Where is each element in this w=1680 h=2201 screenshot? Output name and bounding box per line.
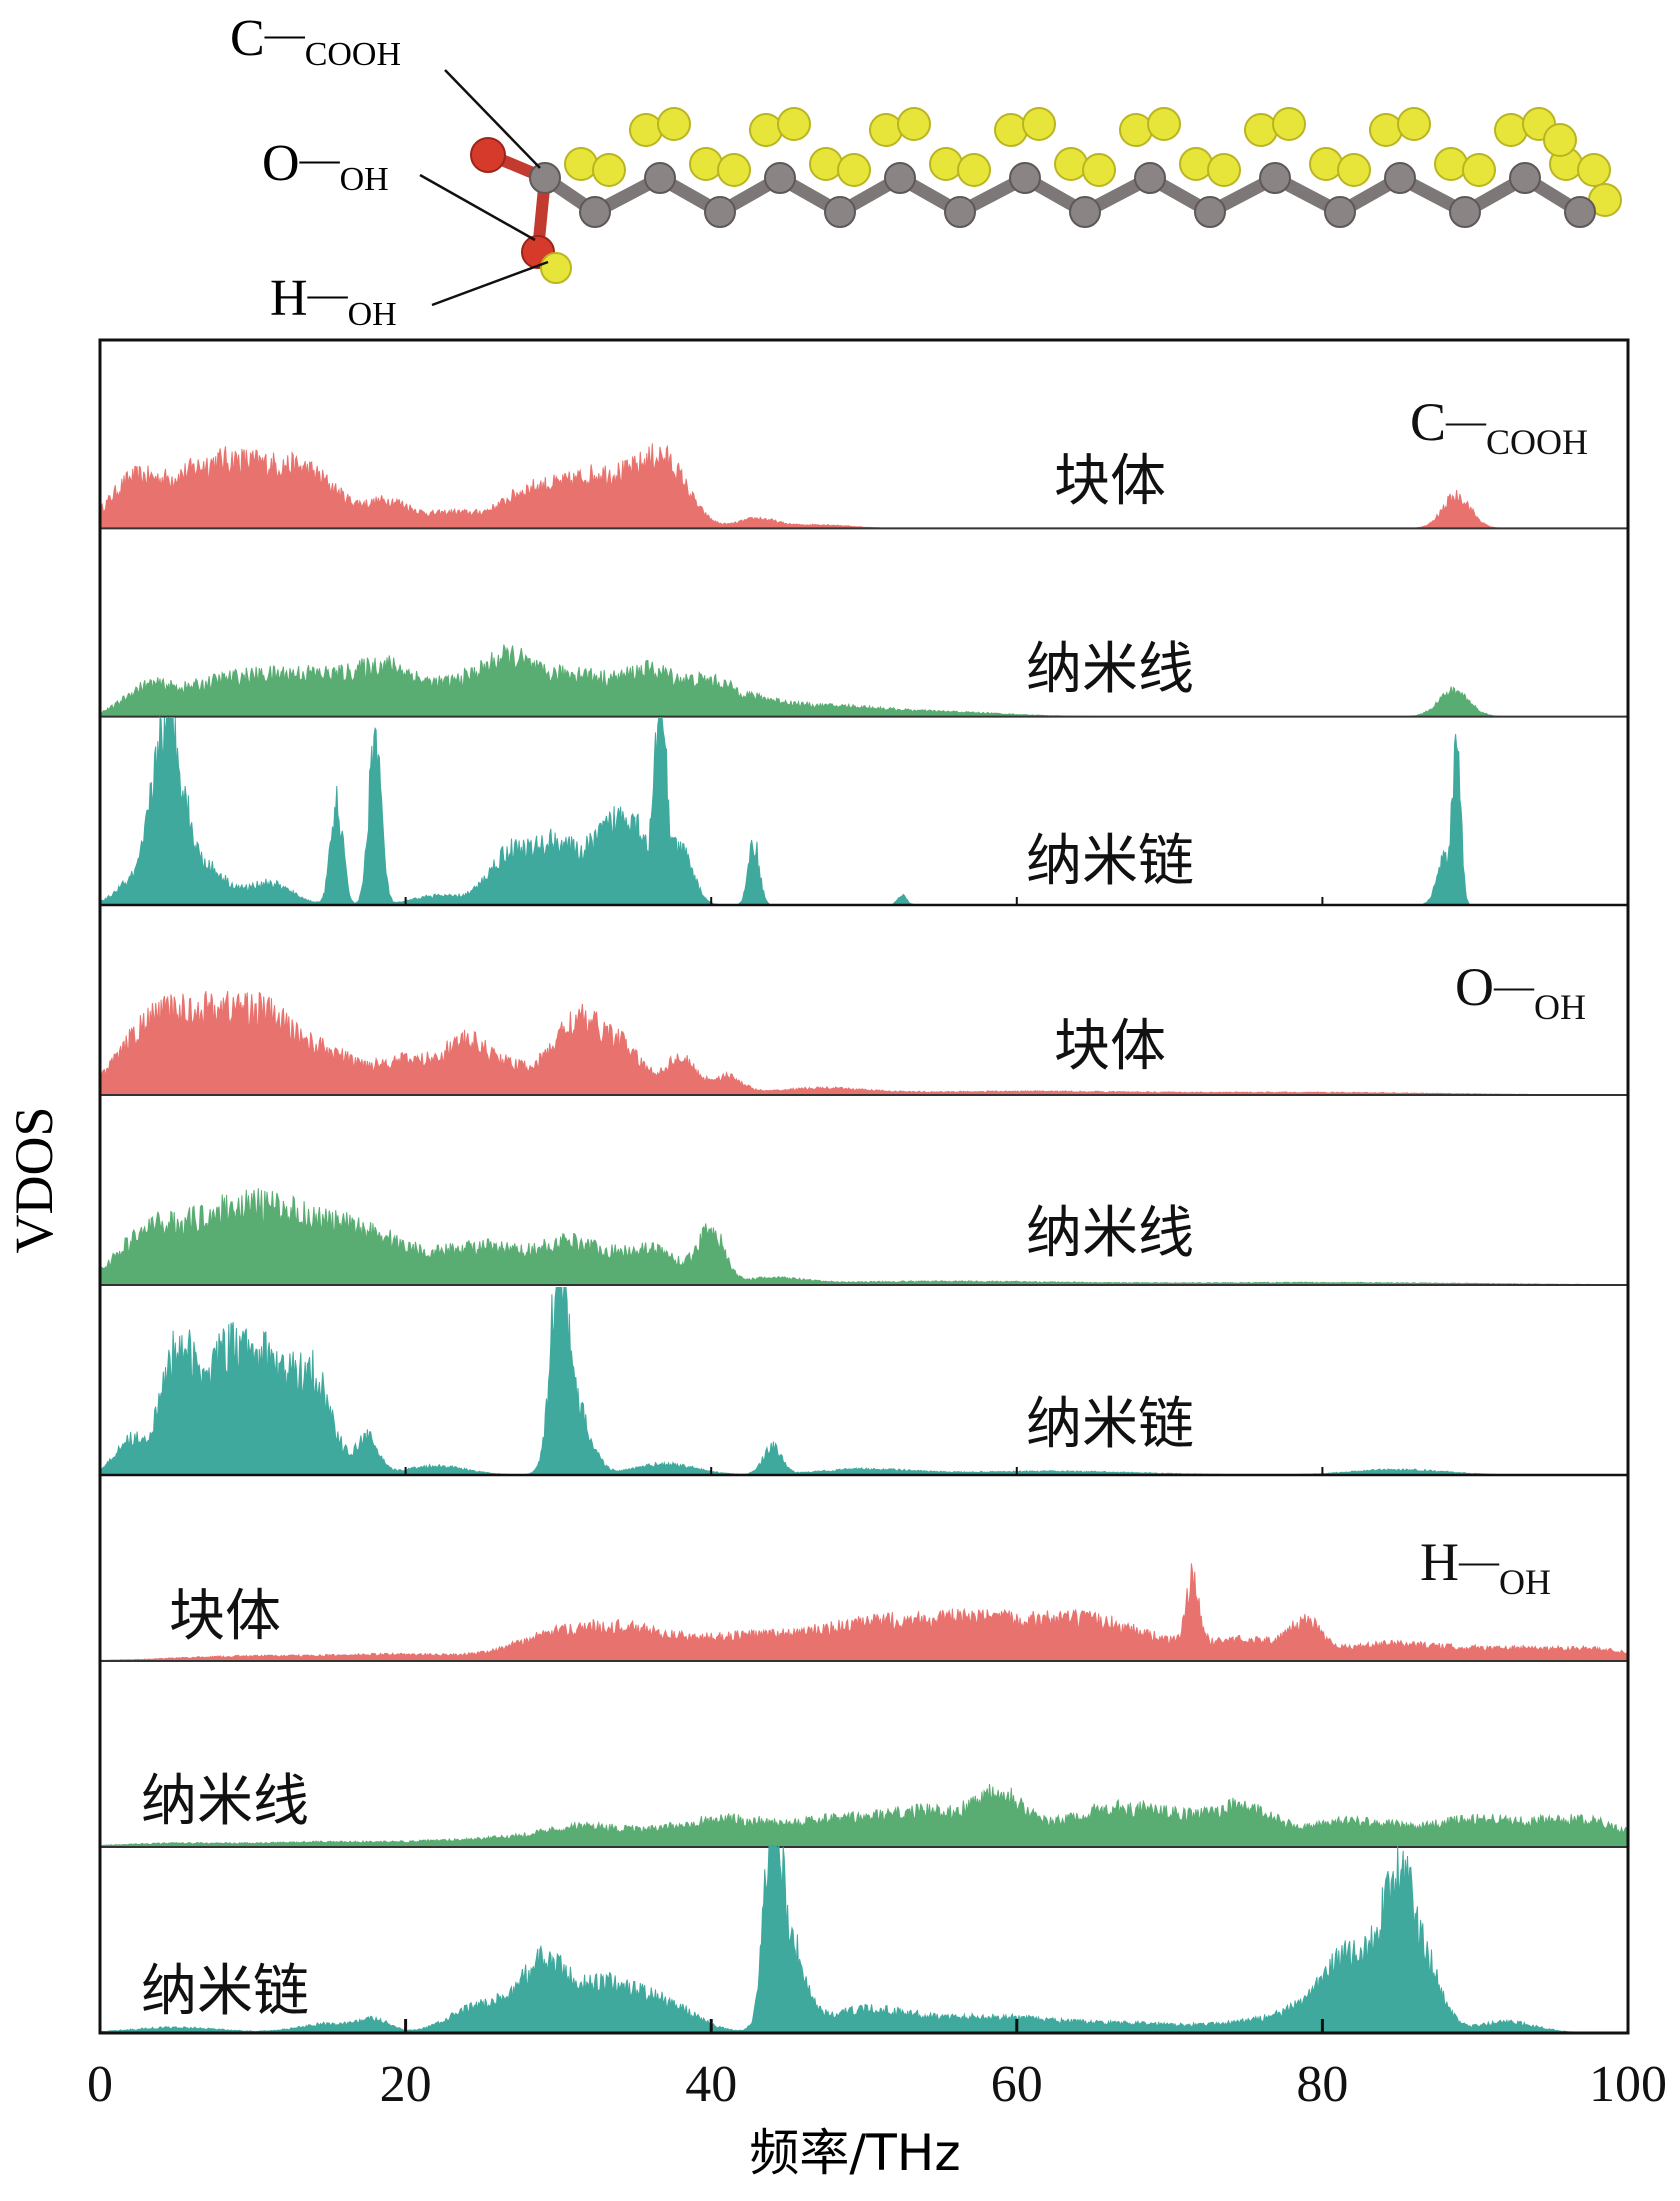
oxygen-atom	[470, 137, 506, 173]
hydrogen-atom	[1207, 153, 1241, 187]
hydrogen-atom	[540, 252, 572, 284]
hydrogen-atom	[1369, 113, 1403, 147]
hydrogen-atom	[1397, 107, 1431, 141]
series-area-o-2	[99, 1287, 1628, 1476]
carbon-atom	[944, 196, 976, 228]
molecule-structure-image	[470, 107, 1622, 284]
hydrogen-atom	[1147, 107, 1181, 141]
hydrogen-atom	[1309, 147, 1343, 181]
series-area-c-1	[99, 644, 1629, 718]
series-area-o-0	[99, 991, 1629, 1096]
hydrogen-atom	[629, 113, 663, 147]
hydrogen-atom	[592, 153, 626, 187]
series-label: 纳米链	[1026, 1392, 1194, 1457]
hydrogen-atom	[1179, 147, 1213, 181]
x-tick-label: 100	[1589, 2056, 1667, 2113]
leader-line-c-cooh	[444, 69, 541, 169]
carbon-atom	[1324, 196, 1356, 228]
hydrogen-atom	[929, 147, 963, 181]
series-label: 块体	[1054, 1014, 1166, 1079]
plot-border	[98, 338, 1630, 2035]
hydrogen-atom	[689, 147, 723, 181]
molecule-label-h-oh: H—OH	[270, 270, 397, 333]
molecule-label-o-oh: O—OH	[262, 135, 389, 198]
leader-line-h-oh	[431, 260, 549, 307]
hydrogen-atom	[749, 113, 783, 147]
series-label: 纳米链	[1026, 829, 1194, 894]
series-label: 纳米线	[141, 1769, 309, 1834]
hydrogen-atom	[957, 153, 991, 187]
hydrogen-atom	[869, 113, 903, 147]
leader-line-o-oh	[419, 173, 536, 242]
series-area-h-1	[99, 1783, 1629, 1848]
molecule-labels: C—COOH O—OH H—OH	[230, 10, 549, 333]
series-label: 块体	[1054, 449, 1166, 514]
group-label: C—COOH	[1410, 392, 1588, 462]
series-area-h-2	[99, 1845, 1628, 2034]
hydrogen-atom	[564, 147, 598, 181]
carbon-atom	[1384, 162, 1416, 194]
series-label: 纳米线	[1026, 1201, 1194, 1266]
hydrogen-atom	[1494, 113, 1528, 147]
hydrogen-atom	[809, 147, 843, 181]
hydrogen-atom	[1462, 153, 1496, 187]
molecule-bond	[538, 170, 1587, 220]
series-area-o-1	[99, 1188, 1629, 1286]
hydrogen-atom	[1082, 153, 1116, 187]
x-axis: 0 20 40 60 80 100	[87, 2019, 1667, 2113]
carbon-atom	[529, 162, 561, 194]
carbon-atom	[1259, 162, 1291, 194]
group-label: H—OH	[1420, 1532, 1551, 1602]
hydrogen-atom	[777, 107, 811, 141]
x-tick-label: 60	[991, 2056, 1043, 2113]
carbon-atom	[824, 196, 856, 228]
carbon-atom	[1449, 196, 1481, 228]
carbon-atom	[1009, 162, 1041, 194]
hydrogen-atom	[1022, 107, 1056, 141]
molecule-label-c-cooh: C—COOH	[230, 10, 401, 73]
carbon-atom	[764, 162, 796, 194]
carbon-atom	[644, 162, 676, 194]
hydrogen-atom	[1337, 153, 1371, 187]
x-tick-label: 40	[685, 2056, 737, 2113]
hydrogen-atom	[1244, 113, 1278, 147]
hydrogen-atom	[994, 113, 1028, 147]
carbon-atom	[1069, 196, 1101, 228]
hydrogen-atom	[717, 153, 751, 187]
carbon-atom	[1194, 196, 1226, 228]
hydrogen-atom	[657, 107, 691, 141]
y-axis-label: VDOS	[4, 1106, 64, 1253]
x-axis-label: 频率/THz	[749, 2124, 960, 2182]
hydrogen-atom	[1054, 147, 1088, 181]
series-area-c-2	[99, 715, 1628, 906]
series-label: 纳米链	[141, 1959, 309, 2024]
series-label: 块体	[169, 1584, 281, 1649]
carbon-atom	[704, 196, 736, 228]
hydrogen-atom	[897, 107, 931, 141]
x-tick-label: 0	[87, 2056, 113, 2113]
hydrogen-atom	[1577, 153, 1611, 187]
series-area-h-0	[99, 1563, 1629, 1662]
carbon-atom	[884, 162, 916, 194]
hydrogen-atom	[1434, 147, 1468, 181]
hydrogen-atom	[1119, 113, 1153, 147]
carbon-atom	[1134, 162, 1166, 194]
group-label: O—OH	[1455, 957, 1586, 1027]
hydrogen-atom	[1543, 123, 1577, 157]
x-tick-label: 20	[380, 2056, 432, 2113]
x-tick-label: 80	[1296, 2056, 1348, 2113]
plot-frame	[98, 338, 1630, 2035]
hydrogen-atom	[837, 153, 871, 187]
carbon-atom	[1509, 162, 1541, 194]
carbon-atom	[579, 196, 611, 228]
series-label: 纳米线	[1026, 637, 1194, 702]
hydrogen-atom	[1272, 107, 1306, 141]
series-area-c-0	[99, 443, 1629, 529]
carbon-atom	[1564, 196, 1596, 228]
